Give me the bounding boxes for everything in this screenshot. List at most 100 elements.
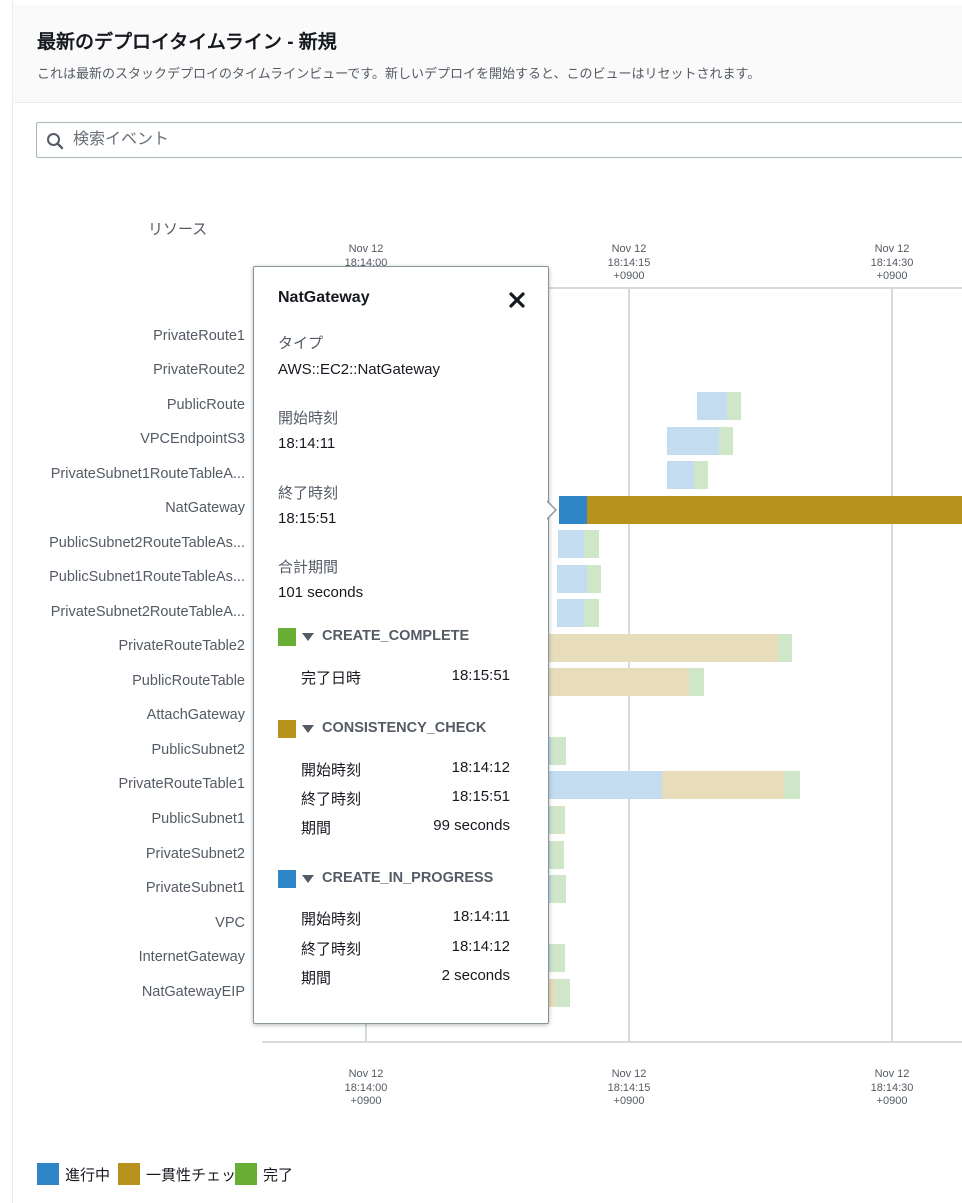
resource-name[interactable]: PrivateSubnet1 [145,880,245,896]
tick-time: 18:14:00 [344,256,388,269]
caret-down-icon[interactable] [302,725,314,733]
status-consistency-check[interactable]: CONSISTENCY_CHECK [278,719,518,739]
resource-name[interactable]: PrivateSubnet2RouteTableA... [50,604,245,620]
tick-date: Nov 12 [611,243,647,255]
bar-segment-complete[interactable] [694,461,708,489]
bar-segment-complete[interactable] [550,841,564,869]
status-color-swatch [278,628,296,646]
bar-segment-complete[interactable] [719,427,733,455]
detail-value: 18:14:12 [451,938,510,955]
detail-key: 完了日時 [301,670,362,687]
bar-segment-complete[interactable] [550,806,565,834]
resource-name[interactable]: NatGateway [165,500,245,516]
resource-name[interactable]: PublicSubnet2 [151,742,245,758]
bar-segment-consistency-check[interactable] [548,634,778,662]
bar-segment-in-progress[interactable] [697,392,727,420]
detail-value: 18:15:51 [451,667,510,684]
resource-name[interactable]: PrivateRoute1 [153,328,245,344]
resource-name[interactable]: PublicRouteTable [132,673,245,689]
resource-name[interactable]: PrivateRouteTable1 [118,776,245,792]
resource-name[interactable]: VPCEndpointS3 [140,431,245,447]
bar-segment-in-progress[interactable] [548,771,662,799]
detail-value: 99 seconds [433,817,510,834]
tick-tz: +0900 [613,270,645,282]
bar-segment-in-progress[interactable] [667,427,719,455]
panel-border [12,0,13,1203]
bar-segment-complete[interactable] [778,634,792,662]
bar-segment-complete[interactable] [584,530,599,558]
status-create-complete[interactable]: CREATE_COMPLETE [278,627,518,647]
search-bar[interactable] [36,122,962,158]
detail-key: 終了時刻 [301,791,362,808]
grid-line-vertical [891,287,893,1043]
resource-name[interactable]: InternetGateway [138,949,245,965]
detail-value: 18:14:12 [451,759,510,776]
bar-segment-complete[interactable] [587,565,601,593]
bar-segment-in-progress[interactable] [558,530,584,558]
bar-segment-complete[interactable] [727,392,741,420]
bar-segment-complete[interactable] [551,875,566,903]
tick-tz: +0900 [876,1095,908,1107]
resource-name[interactable]: PublicSubnet1RouteTableAs... [49,569,245,585]
tick-time: 18:14:15 [607,256,651,269]
resource-name[interactable]: VPC [215,915,245,931]
bar-segment-in-progress[interactable] [548,944,550,972]
status-name: CREATE_IN_PROGRESS [322,870,494,886]
bar-segment-consistency-check[interactable] [548,979,555,1007]
close-icon[interactable] [508,291,526,309]
search-input[interactable] [73,123,953,157]
axis-tick-top: Nov 12 18:14:30 +0900 [852,243,932,284]
resource-name[interactable]: NatGatewayEIP [141,984,245,1000]
resource-column-header: リソース [148,221,208,238]
total-duration-label: 合計期間 [278,559,339,576]
tick-date: Nov 12 [874,243,910,255]
bar-segment-complete[interactable] [550,944,565,972]
legend-item-consistency: 一貫性チェッ [118,1162,238,1186]
status-create-in-progress[interactable]: CREATE_IN_PROGRESS [278,869,518,889]
caret-down-icon[interactable] [302,875,314,883]
bar-segment-complete[interactable] [784,771,800,799]
detail-key: 期間 [301,820,332,837]
status-color-swatch [278,870,296,888]
legend-label: 完了 [263,1167,294,1184]
bar-segment-in-progress[interactable] [557,599,584,627]
resource-name[interactable]: PrivateRouteTable2 [118,638,245,654]
axis-tick-bottom: Nov 12 18:14:15 +0900 [589,1068,669,1109]
bar-segment-complete[interactable] [584,599,599,627]
bar-segment-in-progress[interactable] [548,806,550,834]
bar-segment-complete[interactable] [689,668,704,696]
bar-segment-in-progress[interactable] [548,737,551,765]
resource-name[interactable]: AttachGateway [146,707,245,723]
caret-down-icon[interactable] [302,633,314,641]
resource-name[interactable]: PrivateSubnet2 [145,846,245,862]
tick-time: 18:14:30 [870,256,914,269]
tick-tz: +0900 [350,1095,382,1107]
detail-value: 18:14:11 [452,908,510,925]
search-icon [47,133,64,150]
page-description: これは最新のスタックデプロイのタイムラインビューです。新しいデプロイを開始すると… [37,66,761,81]
bar-segment-consistency-check[interactable] [587,496,962,524]
bar-segment-in-progress[interactable] [559,496,587,524]
status-name: CONSISTENCY_CHECK [322,720,487,736]
resource-name[interactable]: PrivateSubnet1RouteTableA... [50,466,245,482]
total-duration-value: 101 seconds [278,584,364,601]
legend-swatch [118,1163,140,1185]
bar-segment-consistency-check[interactable] [662,771,784,799]
axis-tick-top: Nov 12 18:14:15 +0900 [589,243,669,284]
bar-segment-in-progress[interactable] [557,565,587,593]
tick-tz: +0900 [613,1095,645,1107]
resource-name[interactable]: PublicSubnet2RouteTableAs... [49,535,245,551]
resource-name[interactable]: PublicRoute [166,397,245,413]
bar-segment-complete[interactable] [551,737,566,765]
resource-name[interactable]: PrivateRoute2 [153,362,245,378]
tick-time: 18:14:15 [607,1081,651,1094]
bar-segment-complete[interactable] [555,979,570,1007]
bar-segment-in-progress[interactable] [548,841,550,869]
grid-line-bottom [262,1041,962,1043]
bar-segment-in-progress[interactable] [548,875,551,903]
bar-segment-in-progress[interactable] [667,461,694,489]
popover-title: NatGateway [278,289,370,306]
resource-name[interactable]: PublicSubnet1 [151,811,245,827]
bar-segment-consistency-check[interactable] [548,668,689,696]
tick-date: Nov 12 [874,1068,910,1080]
